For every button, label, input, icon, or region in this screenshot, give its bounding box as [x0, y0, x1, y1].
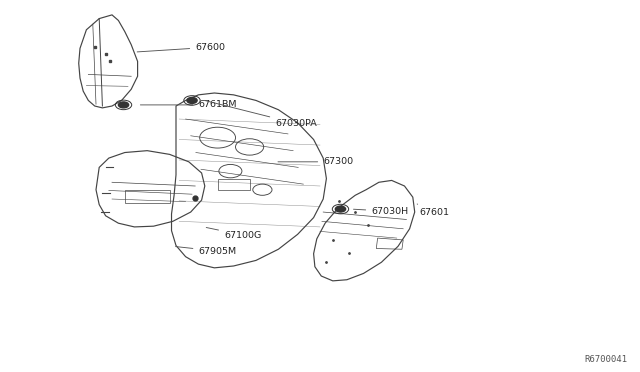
Text: R6700041: R6700041 — [584, 355, 627, 364]
Circle shape — [118, 102, 129, 108]
Text: 67600: 67600 — [137, 43, 225, 52]
Text: 67030H: 67030H — [353, 207, 408, 216]
Text: 67905M: 67905M — [175, 247, 237, 256]
Text: 67601: 67601 — [417, 204, 449, 217]
Circle shape — [335, 206, 346, 212]
Text: 67030PA: 67030PA — [204, 100, 317, 128]
Text: 67100G: 67100G — [206, 228, 261, 240]
Circle shape — [187, 97, 197, 103]
Text: 67300: 67300 — [278, 157, 353, 166]
Text: 6761BM: 6761BM — [140, 100, 237, 109]
